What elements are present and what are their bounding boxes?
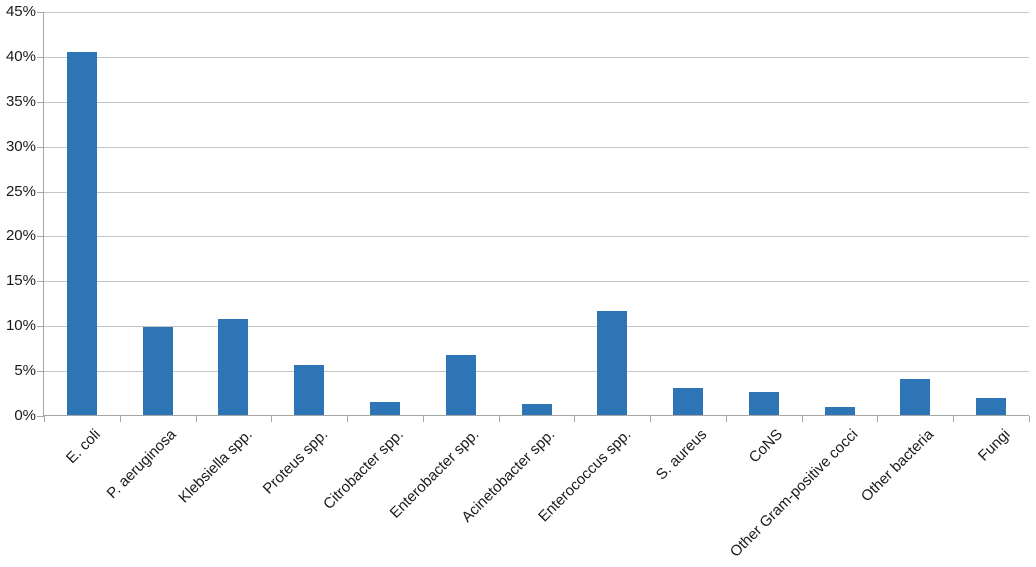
y-axis-tick	[37, 56, 44, 58]
bar-p-aeruginosa	[142, 327, 173, 415]
y-axis-line	[43, 12, 44, 416]
gridline	[44, 12, 1029, 13]
x-axis-tick	[271, 416, 273, 422]
y-axis-tick	[37, 281, 44, 283]
x-axis-label-text: Other bacteria	[858, 426, 938, 506]
y-axis-label: 10%	[5, 317, 36, 335]
x-axis-label-text: Fungi	[974, 426, 1014, 465]
x-axis-label-text: CoNS	[745, 426, 786, 467]
x-axis-tick	[347, 416, 349, 422]
bar-proteus-spp	[294, 364, 325, 415]
x-axis-tick	[195, 416, 197, 422]
y-axis-tick	[37, 326, 44, 328]
x-axis-label-text: Proteus spp.	[259, 426, 332, 498]
gridline	[44, 371, 1029, 373]
y-axis-tick	[37, 146, 44, 148]
bar-e-coli	[66, 52, 97, 415]
bar-cons	[748, 391, 779, 415]
y-axis-label: 45%	[5, 3, 36, 20]
x-axis-line	[43, 415, 1029, 416]
bar-fungi	[976, 397, 1007, 415]
bar-s-aureus	[673, 388, 704, 415]
gridline	[44, 146, 1029, 148]
x-axis-label-text: Other Gram-positive cocci	[726, 426, 862, 561]
plot-area	[37, 12, 1030, 422]
gridline	[44, 101, 1029, 103]
gridline	[44, 236, 1029, 238]
y-axis-tick	[37, 101, 44, 103]
x-axis-tick	[1029, 416, 1030, 422]
bar-other-gram-positive-cocci	[824, 406, 855, 415]
x-axis-tick	[801, 416, 803, 422]
x-axis-tick	[725, 416, 727, 422]
bar-enterobacter-spp	[445, 354, 476, 415]
bar-enterococcus-spp	[597, 310, 628, 415]
gridline	[44, 326, 1029, 328]
x-axis-tick	[877, 416, 879, 422]
bar-citrobacter-spp	[369, 402, 400, 415]
x-axis-tick	[119, 416, 121, 422]
y-axis-tick	[37, 12, 44, 13]
y-axis-tick	[37, 416, 44, 417]
y-axis-label: 15%	[5, 272, 36, 290]
x-axis-label-text: P. aeruginosa	[103, 426, 180, 503]
y-axis-tick	[37, 371, 44, 373]
bar-other-bacteria	[900, 379, 931, 415]
y-axis-label: 35%	[5, 92, 36, 110]
x-axis-label-text: S. aureus	[652, 426, 711, 484]
y-axis-label: 0%	[14, 407, 36, 424]
x-axis-tick	[953, 416, 955, 422]
y-axis-label: 40%	[5, 47, 36, 65]
y-axis-label: 20%	[5, 227, 36, 245]
gridline	[44, 56, 1029, 58]
x-axis-label-text: Citrobacter spp.	[320, 426, 407, 513]
x-axis-tick	[422, 416, 424, 422]
x-axis-tick	[44, 416, 45, 422]
gridline	[44, 281, 1029, 283]
x-axis-tick	[574, 416, 576, 422]
x-axis-label-text: E. coli	[62, 426, 104, 467]
x-axis-label-text: Klebsiella spp.	[175, 426, 256, 507]
y-axis-tick	[37, 236, 44, 238]
x-axis-tick	[498, 416, 500, 422]
gridline	[44, 191, 1029, 193]
y-axis-label: 25%	[5, 182, 36, 200]
bar-acinetobacter-spp	[521, 404, 552, 415]
y-axis-tick	[37, 191, 44, 193]
x-axis-tick	[650, 416, 652, 422]
y-axis-label: 5%	[14, 362, 36, 380]
bar-klebsiella-spp	[218, 318, 249, 415]
y-axis-label: 30%	[5, 137, 36, 155]
